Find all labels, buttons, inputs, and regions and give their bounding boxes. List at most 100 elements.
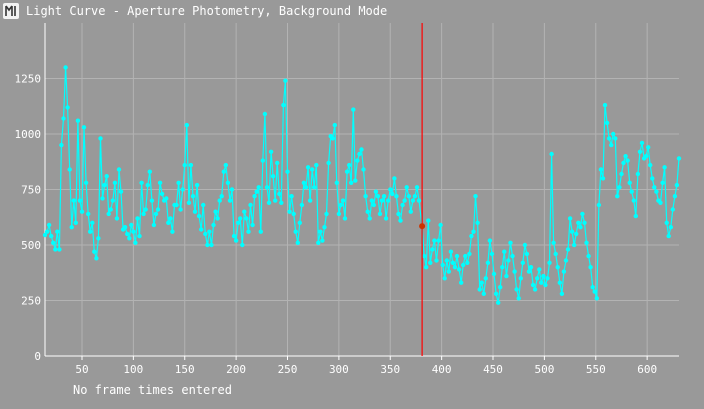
- data-point: [504, 273, 509, 279]
- data-point: [236, 220, 241, 225]
- data-point: [256, 185, 261, 190]
- data-point: [631, 198, 636, 203]
- data-point: [213, 209, 218, 214]
- data-point: [340, 198, 346, 203]
- data-point: [561, 269, 567, 274]
- data-point: [51, 240, 56, 245]
- app-logo-icon[interactable]: [3, 3, 19, 19]
- data-point: [192, 209, 198, 214]
- data-point: [227, 198, 233, 203]
- data-point: [485, 260, 491, 265]
- data-point: [596, 202, 602, 208]
- data-point: [332, 122, 337, 128]
- x-tick-label: 50: [75, 363, 88, 376]
- data-point: [287, 209, 292, 214]
- data-point: [496, 300, 501, 305]
- data-point: [264, 185, 270, 190]
- data-point: [446, 269, 451, 274]
- data-point: [344, 169, 350, 174]
- data-point: [262, 111, 268, 117]
- data-point: [555, 265, 560, 270]
- data-point: [390, 191, 395, 197]
- data-point: [149, 198, 155, 203]
- data-point: [619, 171, 624, 177]
- data-point: [77, 198, 83, 203]
- data-point: [75, 118, 81, 123]
- data-point: [586, 253, 591, 259]
- data-point: [318, 229, 323, 234]
- data-point: [514, 287, 519, 292]
- data-point: [576, 220, 581, 225]
- data-point: [481, 291, 486, 296]
- data-point: [244, 216, 249, 221]
- data-point: [59, 142, 64, 148]
- data-point: [432, 238, 437, 243]
- data-point: [233, 238, 239, 243]
- data-point: [422, 253, 427, 259]
- data-point: [498, 285, 503, 290]
- data-point: [613, 136, 618, 141]
- data-point: [353, 178, 358, 183]
- data-point: [602, 102, 608, 108]
- data-point: [520, 260, 525, 265]
- data-point: [569, 229, 575, 234]
- data-point: [383, 216, 389, 221]
- x-tick-label: 300: [329, 363, 349, 376]
- data-point: [252, 194, 257, 199]
- data-point: [334, 180, 339, 185]
- data-point: [436, 238, 441, 243]
- frame-cursor-point: [419, 223, 426, 230]
- data-point: [633, 213, 638, 219]
- data-point: [660, 180, 665, 185]
- data-point: [312, 185, 317, 190]
- data-point: [623, 154, 628, 159]
- data-point: [434, 258, 439, 263]
- data-point: [489, 251, 495, 257]
- data-point: [131, 229, 136, 234]
- data-point: [285, 169, 290, 174]
- data-point: [145, 182, 150, 188]
- data-point: [430, 247, 435, 252]
- data-point: [157, 180, 163, 185]
- data-point: [369, 198, 374, 203]
- data-point: [83, 180, 89, 185]
- data-point: [639, 140, 645, 146]
- x-tick-label: 250: [278, 363, 298, 376]
- data-point: [578, 225, 583, 230]
- data-point: [377, 211, 383, 217]
- data-point: [402, 198, 407, 203]
- data-point: [662, 165, 667, 170]
- data-point: [658, 200, 663, 205]
- data-point: [71, 198, 77, 203]
- data-point: [73, 220, 79, 225]
- data-point: [590, 285, 595, 290]
- data-point: [240, 242, 245, 248]
- y-tick-label: 750: [21, 184, 41, 197]
- data-point: [242, 209, 247, 214]
- data-point: [396, 211, 401, 217]
- data-point: [584, 240, 589, 245]
- data-point: [477, 287, 482, 292]
- data-point: [400, 202, 405, 208]
- data-point: [273, 198, 278, 203]
- data-point: [96, 236, 101, 241]
- data-point: [223, 162, 228, 168]
- data-point: [98, 136, 103, 141]
- data-point: [518, 276, 523, 281]
- data-point: [371, 202, 376, 208]
- data-point: [209, 242, 214, 248]
- data-point: [250, 222, 255, 228]
- data-point: [643, 154, 649, 159]
- data-point: [412, 194, 418, 199]
- data-point: [545, 276, 550, 281]
- data-point: [493, 291, 499, 296]
- data-point: [381, 194, 387, 199]
- data-point: [594, 296, 599, 301]
- data-point: [479, 280, 484, 285]
- data-point: [283, 78, 288, 83]
- data-point: [100, 196, 105, 201]
- data-point: [648, 162, 653, 168]
- data-point: [133, 240, 138, 245]
- data-point: [388, 187, 393, 192]
- data-point: [116, 167, 122, 172]
